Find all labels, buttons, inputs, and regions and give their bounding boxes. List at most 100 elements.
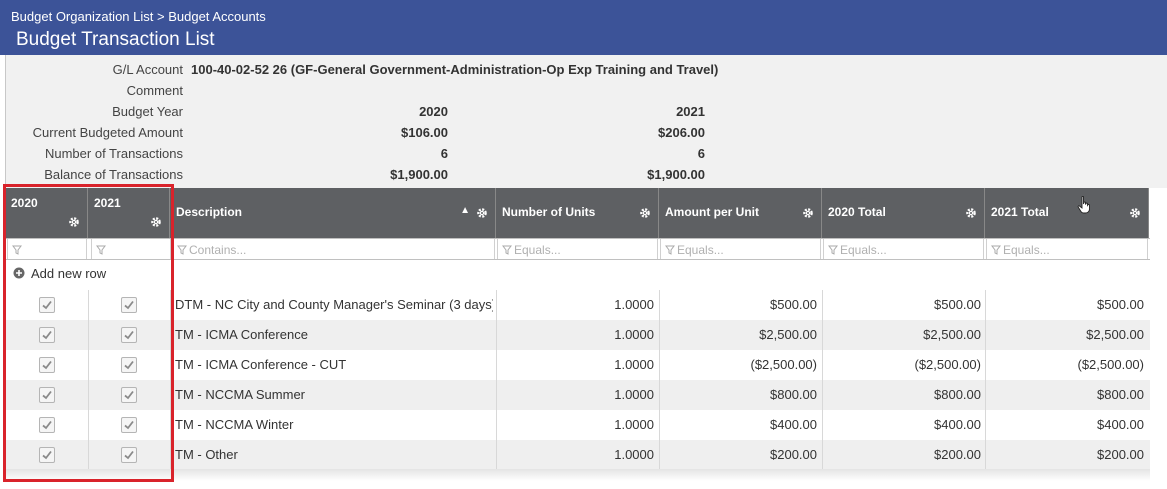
gear-icon[interactable] [476, 207, 488, 219]
filter-units[interactable]: Equals... [497, 239, 658, 259]
gear-icon[interactable] [68, 216, 80, 228]
sort-ascending-icon[interactable]: ▲ [460, 205, 470, 216]
filter-description[interactable]: Contains... [172, 239, 495, 259]
column-header-2021-total[interactable]: 2021 Total [985, 188, 1149, 238]
filter-icon[interactable] [96, 245, 106, 255]
checkbox-2020[interactable] [39, 297, 55, 313]
column-header-2021-label: 2021 [94, 196, 121, 210]
column-divider [170, 410, 171, 440]
filter-2020-total[interactable]: Equals... [823, 239, 984, 259]
column-header-amount-label: Amount per Unit [665, 205, 759, 219]
checkbox-2021[interactable] [121, 297, 137, 313]
column-divider [88, 380, 89, 410]
gear-icon[interactable] [802, 207, 814, 219]
column-header-2020[interactable]: 2020 [5, 188, 88, 238]
table-row[interactable]: TM - ICMA Conference - CUT 1.0000 ($2,500.… [5, 350, 1150, 380]
filter-2021[interactable] [91, 239, 171, 259]
table-row[interactable]: DTM - NC City and County Manager's Semin… [5, 290, 1150, 320]
column-header-2020-total[interactable]: 2020 Total [822, 188, 985, 238]
filter-icon[interactable] [828, 245, 838, 255]
filter-amount[interactable]: Equals... [660, 239, 821, 259]
checkbox-2021[interactable] [121, 387, 137, 403]
balance-label: Balance of Transactions [44, 167, 183, 182]
balance-2020: $1,900.00 [390, 167, 448, 182]
column-divider [659, 320, 660, 350]
filter-2020-total-placeholder: Equals... [840, 242, 887, 257]
breadcrumb-link-budget-accounts[interactable]: Budget Accounts [168, 9, 266, 24]
column-divider [496, 320, 497, 350]
cell-2021-total: $200.00 [1097, 447, 1144, 462]
column-header-2021[interactable]: 2021 [88, 188, 170, 238]
column-divider [822, 290, 823, 320]
column-divider [659, 440, 660, 470]
column-divider [496, 440, 497, 470]
info-row-comment: Comment [6, 80, 1167, 101]
column-divider [659, 380, 660, 410]
cell-amount: ($2,500.00) [750, 357, 818, 372]
checkbox-2020[interactable] [39, 327, 55, 343]
column-divider [985, 290, 986, 320]
info-row-current-budgeted: Current Budgeted Amount $106.00 $206.00 [6, 122, 1167, 143]
column-header-2021-total-label: 2021 Total [991, 205, 1049, 219]
info-row-num-transactions: Number of Transactions 6 6 [6, 143, 1167, 164]
breadcrumb-separator: > [157, 9, 165, 24]
add-new-row-button[interactable]: Add new row [13, 266, 106, 281]
column-divider [496, 380, 497, 410]
cell-units: 1.0000 [614, 387, 654, 402]
column-header-description[interactable]: Description ▲ [170, 188, 496, 238]
cell-description: TM - ICMA Conference [175, 327, 308, 342]
filter-icon[interactable] [177, 245, 187, 255]
cell-amount: $400.00 [770, 417, 817, 432]
gear-icon[interactable] [639, 207, 651, 219]
column-divider [985, 350, 986, 380]
table-row[interactable]: TM - NCCMA Summer 1.0000 $800.00 $800.00 $80… [5, 380, 1150, 410]
breadcrumb-link-budget-organization-list[interactable]: Budget Organization List [11, 9, 154, 24]
table-row[interactable]: TM - Other 1.0000 $200.00 $200.00 $200.00 [5, 440, 1150, 470]
column-divider [170, 290, 171, 320]
cell-2021-total: $2,500.00 [1086, 327, 1144, 342]
column-header-units[interactable]: Number of Units [496, 188, 659, 238]
gear-icon[interactable] [1129, 207, 1141, 219]
grid-footer-edge [5, 469, 1150, 481]
table-row[interactable]: TM - ICMA Conference 1.0000 $2,500.00 $2,50… [5, 320, 1150, 350]
checkbox-2020[interactable] [39, 447, 55, 463]
column-divider [985, 380, 986, 410]
account-info-panel: G/L Account 100-40-02-52 26 (GF-General … [5, 55, 1167, 188]
gl-account-label: G/L Account [112, 62, 183, 77]
cell-amount: $500.00 [770, 297, 817, 312]
table-row[interactable]: TM - NCCMA Winter 1.0000 $400.00 $400.00 $40… [5, 410, 1150, 440]
filter-icon[interactable] [665, 245, 675, 255]
info-row-budget-year: Budget Year 2020 2021 [6, 101, 1167, 122]
checkbox-2021[interactable] [121, 417, 137, 433]
filter-icon[interactable] [502, 245, 512, 255]
filter-icon[interactable] [12, 245, 22, 255]
cell-2020-total: $200.00 [934, 447, 981, 462]
checkbox-2021[interactable] [121, 357, 137, 373]
balance-2021: $1,900.00 [647, 167, 705, 182]
column-header-amount[interactable]: Amount per Unit [659, 188, 822, 238]
filter-2021-total[interactable]: Equals... [986, 239, 1148, 259]
gear-icon[interactable] [150, 216, 162, 228]
checkbox-2021[interactable] [121, 447, 137, 463]
checkbox-2020[interactable] [39, 387, 55, 403]
filter-icon[interactable] [991, 245, 1001, 255]
filter-units-placeholder: Equals... [514, 242, 561, 257]
column-divider [170, 440, 171, 470]
current-budgeted-2021: $206.00 [658, 125, 705, 140]
column-divider [659, 350, 660, 380]
checkbox-2020[interactable] [39, 417, 55, 433]
checkbox-2020[interactable] [39, 357, 55, 373]
cell-2021-total: $800.00 [1097, 387, 1144, 402]
filter-amount-placeholder: Equals... [677, 242, 724, 257]
filter-row: Contains... Equals... Equals... Equals..… [5, 238, 1150, 260]
column-divider [822, 350, 823, 380]
gear-icon[interactable] [965, 207, 977, 219]
column-divider [88, 410, 89, 440]
checkbox-2021[interactable] [121, 327, 137, 343]
add-new-row-label: Add new row [31, 266, 107, 281]
filter-2021-total-placeholder: Equals... [1003, 242, 1050, 257]
budget-year-2020: 2020 [419, 104, 448, 119]
filter-2020[interactable] [7, 239, 87, 259]
num-transactions-2020: 6 [440, 146, 448, 161]
page-header: Budget Organization List > Budget Accoun… [0, 0, 1167, 55]
